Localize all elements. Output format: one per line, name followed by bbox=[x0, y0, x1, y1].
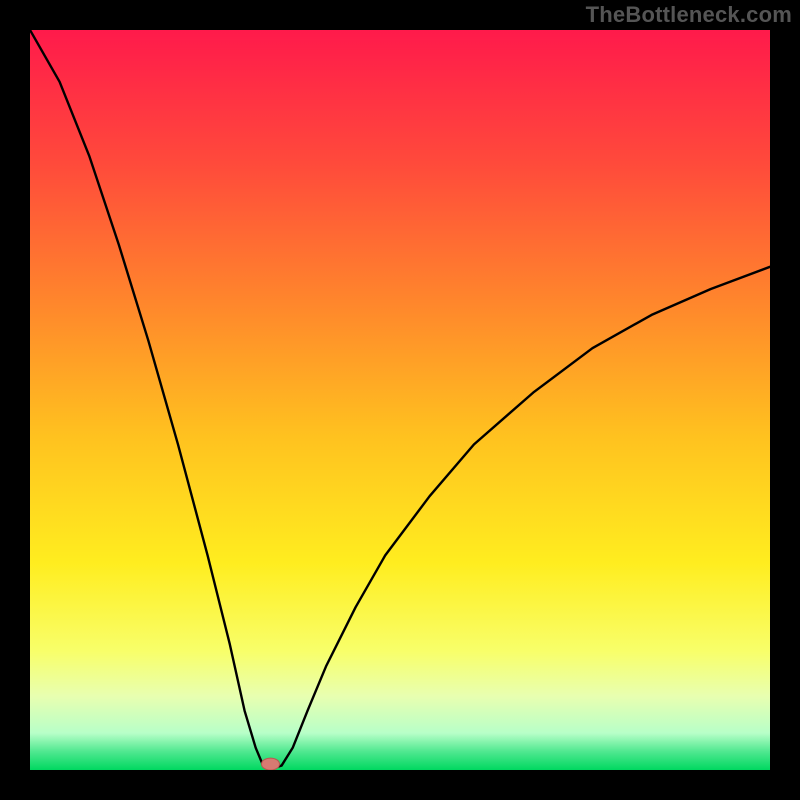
chart-svg bbox=[30, 30, 770, 770]
plot-area bbox=[30, 30, 770, 770]
chart-frame: TheBottleneck.com bbox=[0, 0, 800, 800]
optimal-point-marker bbox=[262, 758, 280, 770]
watermark-text: TheBottleneck.com bbox=[586, 2, 792, 28]
gradient-background bbox=[30, 30, 770, 770]
